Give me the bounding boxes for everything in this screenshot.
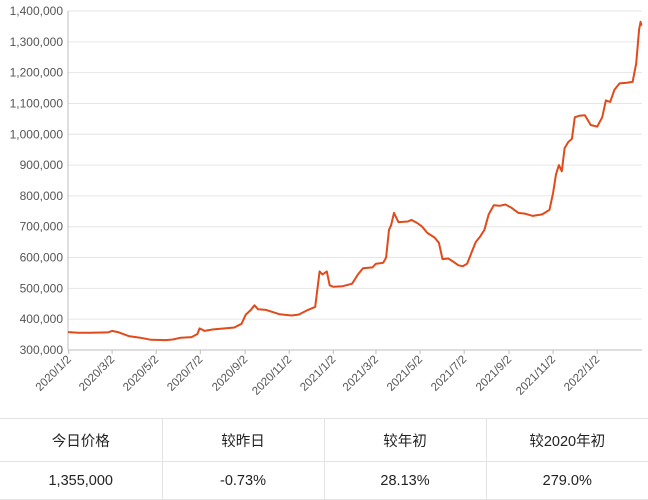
x-tick-label: 2021/11/2	[514, 354, 558, 398]
y-tick-label: 400,000	[20, 312, 64, 326]
stat-value-today-price: 1,355,000	[0, 461, 163, 500]
grid-lines	[67, 10, 642, 351]
price-series-line	[67, 20, 643, 342]
stat-header-vs-year-start: 较年初	[323, 418, 487, 462]
stats-value-row: 1,355,000 -0.73% 28.13% 279.0%	[0, 461, 648, 500]
series-layer	[67, 20, 643, 342]
y-axis-ticks: 300,000 400,000 500,000 600,000 700,000 800,0…	[10, 4, 64, 357]
x-tick-label: 2021/5/2	[385, 354, 425, 394]
y-tick-label: 700,000	[20, 220, 64, 234]
x-tick-label: 2021/1/2	[298, 354, 338, 394]
x-axis-ticks: 2020/1/2 2020/3/2 2020/5/2 2020/7/2 2020/9/2…	[34, 350, 602, 398]
y-tick-label: 1,000,000	[10, 127, 64, 141]
y-tick-label: 1,400,000	[10, 4, 64, 18]
stat-header-vs-2020-start: 较2020年初	[485, 418, 648, 462]
x-tick-label: 2020/11/2	[250, 354, 294, 398]
x-tick-label: 2020/7/2	[165, 354, 205, 394]
stat-value-vs-year-start: 28.13%	[323, 461, 487, 500]
y-tick-label: 1,200,000	[10, 66, 64, 80]
x-tick-label: 2021/9/2	[474, 354, 514, 394]
y-tick-label: 1,100,000	[10, 96, 64, 110]
y-tick-label: 300,000	[20, 343, 64, 357]
x-tick-label: 2022/1/2	[562, 354, 602, 394]
price-line-chart: 300,000 400,000 500,000 600,000 700,000 800,0…	[10, 4, 643, 398]
stat-value-vs-2020-start: 279.0%	[485, 461, 648, 500]
y-tick-label: 800,000	[20, 189, 64, 203]
stats-table: 今日价格 较昨日 较年初 较2020年初 1,355,000 -0.73% 28…	[0, 418, 648, 500]
stat-header-vs-yesterday: 较昨日	[161, 418, 325, 462]
y-tick-label: 1,300,000	[10, 35, 64, 49]
y-tick-label: 900,000	[20, 158, 64, 172]
x-tick-label: 2021/7/2	[429, 354, 469, 394]
x-tick-label: 2020/1/2	[34, 354, 74, 394]
x-tick-label: 2020/3/2	[77, 354, 117, 394]
x-tick-label: 2021/3/2	[341, 354, 381, 394]
y-tick-label: 500,000	[20, 281, 64, 295]
stat-value-vs-yesterday: -0.73%	[161, 461, 325, 500]
x-tick-label: 2020/9/2	[210, 354, 250, 394]
stats-header-row: 今日价格 较昨日 较年初 较2020年初	[0, 418, 648, 462]
stat-header-today-price: 今日价格	[0, 418, 163, 462]
y-tick-label: 600,000	[20, 251, 64, 265]
x-tick-label: 2020/5/2	[121, 354, 161, 394]
